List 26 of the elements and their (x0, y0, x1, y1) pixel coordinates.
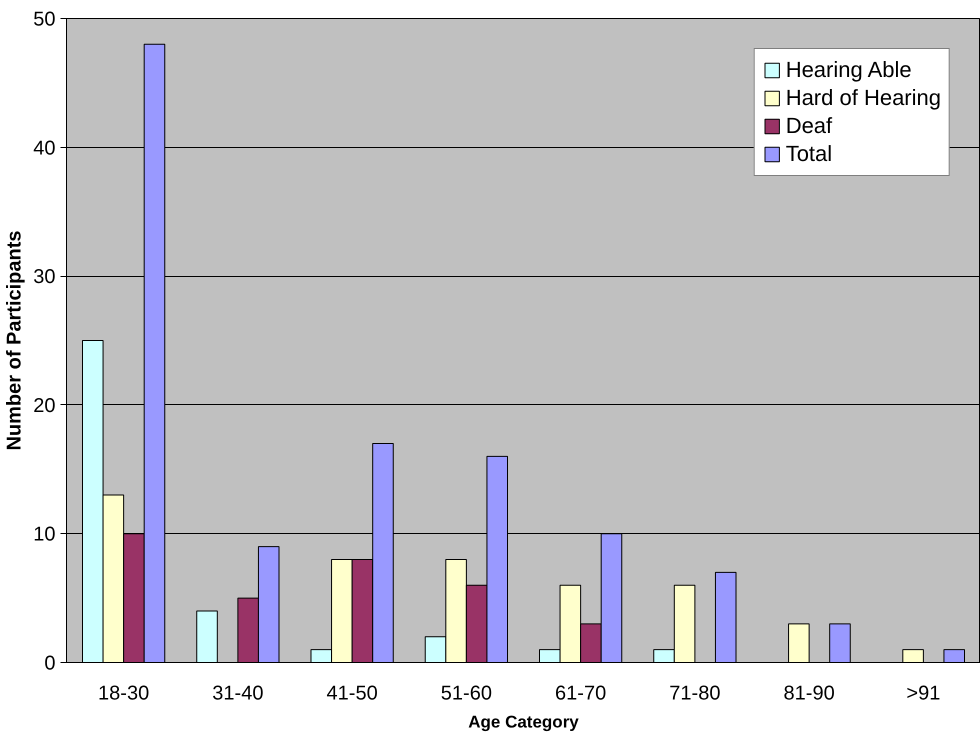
x-tick-label: 61-70 (555, 682, 606, 704)
bar (902, 649, 924, 662)
y-tick-label: 10 (33, 524, 56, 546)
x-tick-label: 51-60 (440, 682, 492, 704)
x-tick-label: 71-80 (669, 682, 720, 704)
bar (788, 623, 810, 662)
bar (196, 610, 218, 662)
x-tick-label: 41-50 (326, 682, 378, 704)
x-tick-label: 81-90 (784, 682, 835, 704)
x-axis-title: Age Category (468, 712, 580, 732)
bar (714, 572, 737, 662)
y-tick-label: 0 (44, 652, 56, 674)
x-tick-label: 31-40 (212, 682, 264, 704)
bar (943, 649, 966, 662)
bar (829, 623, 851, 662)
legend-label: Hard of Hearing (786, 85, 941, 111)
y-tick-label: 20 (33, 394, 56, 417)
legend-label: Hearing Able (786, 57, 912, 83)
x-tick-label: >91 (906, 682, 940, 704)
y-axis-title: Number of Participants (3, 230, 26, 451)
legend-label: Total (786, 141, 832, 167)
x-tick-label: 18-30 (98, 682, 150, 704)
y-tick-label: 50 (33, 8, 56, 30)
y-tick-label: 30 (33, 266, 56, 288)
legend-label: Deaf (786, 113, 832, 139)
y-tick-label: 40 (33, 137, 56, 160)
